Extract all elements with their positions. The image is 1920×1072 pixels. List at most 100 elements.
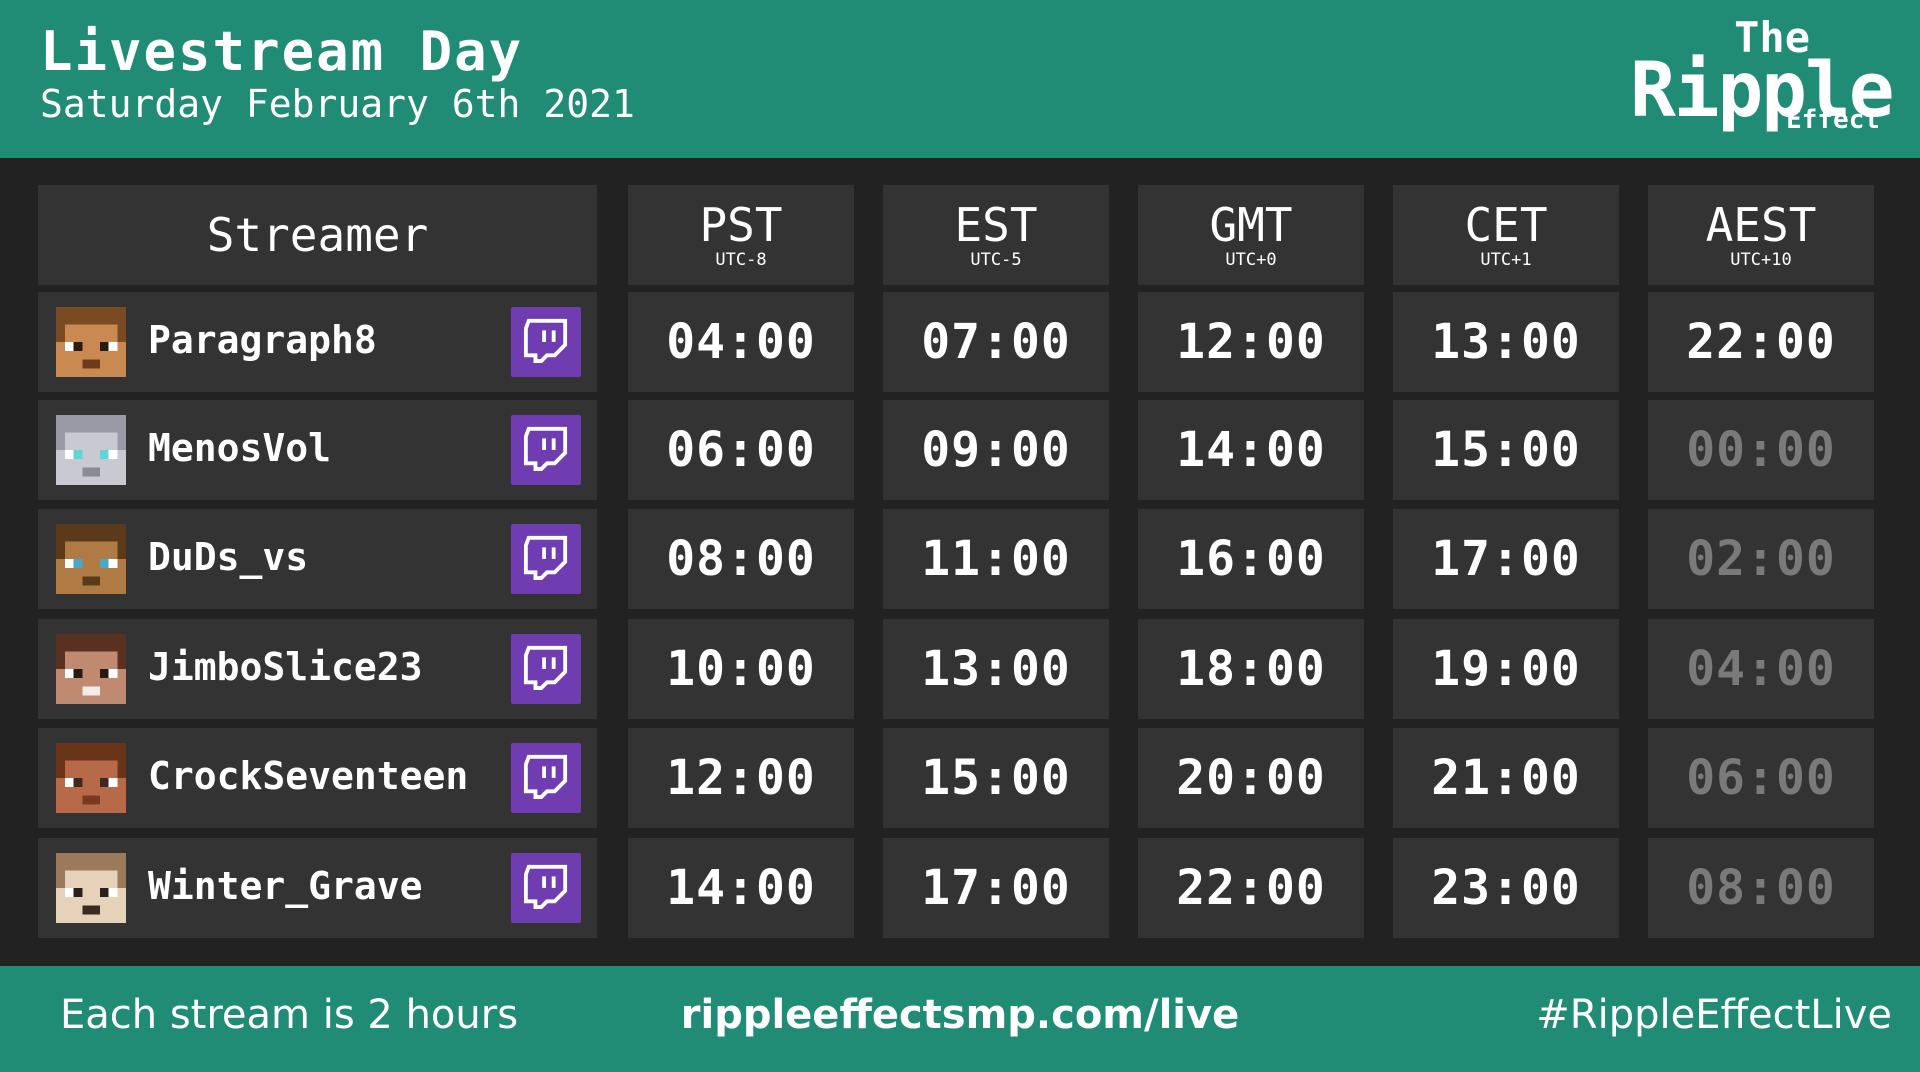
time-cell: 14:00 <box>1138 400 1364 500</box>
twitch-icon <box>523 753 569 803</box>
stream-time: 22:00 <box>1686 314 1836 370</box>
time-cell: 12:00 <box>628 728 854 828</box>
time-cell: 15:00 <box>883 728 1109 828</box>
twitch-icon <box>523 534 569 584</box>
stream-time: 17:00 <box>921 860 1071 916</box>
twitch-link-button[interactable] <box>511 743 581 813</box>
stream-time: 21:00 <box>1431 750 1581 806</box>
timezone-offset: UTC+0 <box>1225 250 1277 270</box>
stream-time: 12:00 <box>666 750 816 806</box>
time-cell: 17:00 <box>883 838 1109 938</box>
timezone-header-pst: PST UTC-8 <box>628 185 854 285</box>
time-cell: 08:00 <box>628 509 854 609</box>
streamer-cell: JimboSlice23 <box>38 619 597 719</box>
logo-line-3: Effect <box>1786 105 1880 135</box>
twitch-icon <box>523 644 569 694</box>
time-cell: 11:00 <box>883 509 1109 609</box>
stream-time: 10:00 <box>666 641 816 697</box>
stream-time: 14:00 <box>1176 422 1326 478</box>
timezone-name: PST <box>699 198 783 252</box>
time-cell: 22:00 <box>1648 292 1874 392</box>
stream-time: 04:00 <box>1686 641 1836 697</box>
time-cell: 06:00 <box>628 400 854 500</box>
time-cell: 07:00 <box>883 292 1109 392</box>
timezone-offset: UTC+10 <box>1730 250 1792 270</box>
twitch-icon <box>523 317 569 367</box>
stream-time: 00:00 <box>1686 422 1836 478</box>
stream-length-note: Each stream is 2 hours <box>60 992 519 1038</box>
twitch-link-button[interactable] <box>511 524 581 594</box>
timezone-name: CET <box>1464 198 1548 252</box>
timezone-header-est: EST UTC-5 <box>883 185 1109 285</box>
timezone-header-aest: AEST UTC+10 <box>1648 185 1874 285</box>
time-cell: 10:00 <box>628 619 854 719</box>
time-cell: 14:00 <box>628 838 854 938</box>
stream-time: 08:00 <box>666 531 816 587</box>
stream-time: 16:00 <box>1176 531 1326 587</box>
time-cell: 12:00 <box>1138 292 1364 392</box>
stream-time: 07:00 <box>921 314 1071 370</box>
time-cell: 06:00 <box>1648 728 1874 828</box>
twitch-link-button[interactable] <box>511 415 581 485</box>
hashtag: #RippleEffectLive <box>1536 992 1892 1038</box>
streamer-cell: Winter_Grave <box>38 838 597 938</box>
stream-time: 06:00 <box>1686 750 1836 806</box>
timezone-name: GMT <box>1209 198 1293 252</box>
stream-time: 08:00 <box>1686 860 1836 916</box>
time-cell: 09:00 <box>883 400 1109 500</box>
stream-time: 15:00 <box>1431 422 1581 478</box>
timezone-offset: UTC-5 <box>970 250 1022 270</box>
logo-line-2: Ripple <box>1630 45 1895 134</box>
time-cell: 04:00 <box>628 292 854 392</box>
stream-time: 13:00 <box>921 641 1071 697</box>
live-url-link[interactable]: rippleeffectsmp.com/live <box>680 992 1240 1038</box>
avatar <box>56 415 126 485</box>
time-cell: 13:00 <box>1393 292 1619 392</box>
time-cell: 19:00 <box>1393 619 1619 719</box>
stream-time: 11:00 <box>921 531 1071 587</box>
timezone-name: AEST <box>1705 198 1817 252</box>
time-cell: 23:00 <box>1393 838 1619 938</box>
twitch-link-button[interactable] <box>511 307 581 377</box>
twitch-link-button[interactable] <box>511 853 581 923</box>
stream-time: 15:00 <box>921 750 1071 806</box>
timezone-offset: UTC-8 <box>715 250 767 270</box>
page-subtitle: Saturday February 6th 2021 <box>40 82 635 126</box>
streamer-cell: MenosVol <box>38 400 597 500</box>
time-cell: 04:00 <box>1648 619 1874 719</box>
stream-time: 14:00 <box>666 860 816 916</box>
schedule-table: Streamer PST UTC-8 EST UTC-5 GMT UTC+0 CET UTC+1… <box>0 158 1920 966</box>
streamer-name: MenosVol <box>148 426 332 470</box>
logo-line-1: The <box>1734 13 1810 62</box>
streamer-cell: Paragraph8 <box>38 292 597 392</box>
time-cell: 13:00 <box>883 619 1109 719</box>
time-cell: 21:00 <box>1393 728 1619 828</box>
time-cell: 18:00 <box>1138 619 1364 719</box>
timezone-header-cet: CET UTC+1 <box>1393 185 1619 285</box>
streamer-name: Winter_Grave <box>148 864 423 908</box>
stream-time: 13:00 <box>1431 314 1581 370</box>
streamer-column-header: Streamer <box>38 185 597 285</box>
page-title: Livestream Day <box>40 20 524 83</box>
stream-time: 23:00 <box>1431 860 1581 916</box>
stream-time: 22:00 <box>1176 860 1326 916</box>
timezone-name: EST <box>954 198 1038 252</box>
stream-time: 12:00 <box>1176 314 1326 370</box>
time-cell: 20:00 <box>1138 728 1364 828</box>
avatar <box>56 743 126 813</box>
time-cell: 16:00 <box>1138 509 1364 609</box>
footer-banner: Each stream is 2 hours rippleeffectsmp.c… <box>0 966 1920 1072</box>
ripple-effect-logo: The Ripple Effect <box>1630 13 1895 144</box>
twitch-icon <box>523 863 569 913</box>
avatar <box>56 853 126 923</box>
timezone-header-gmt: GMT UTC+0 <box>1138 185 1364 285</box>
twitch-link-button[interactable] <box>511 634 581 704</box>
stream-time: 04:00 <box>666 314 816 370</box>
avatar <box>56 524 126 594</box>
streamer-cell: CrockSeventeen <box>38 728 597 828</box>
time-cell: 02:00 <box>1648 509 1874 609</box>
stream-time: 17:00 <box>1431 531 1581 587</box>
stream-time: 20:00 <box>1176 750 1326 806</box>
time-cell: 22:00 <box>1138 838 1364 938</box>
time-cell: 15:00 <box>1393 400 1619 500</box>
